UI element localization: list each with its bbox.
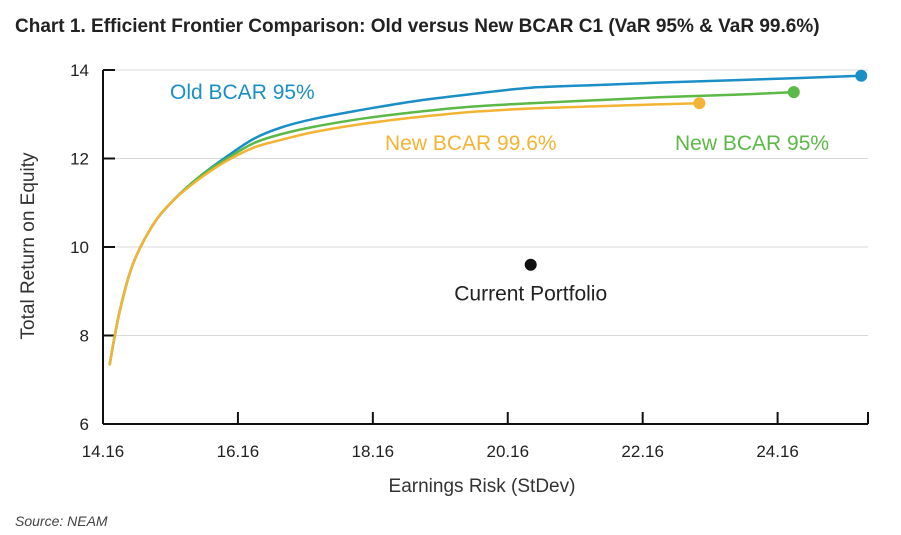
x-tick-label: 24.16 [756,442,799,461]
series-line-new-bcar-99-6 [108,101,701,366]
x-axis-label: Earnings Risk (StDev) [389,476,576,497]
x-tick-label: 22.16 [621,442,664,461]
source-note: Source: NEAM [15,513,108,529]
y-tick-label: 10 [70,238,89,257]
series-label-new-bcar-99-6: New BCAR 99.6% [385,132,557,155]
tick-labels: 6 8 10 12 14 14.16 16.16 18.16 20.16 22.16 24.16 [70,61,799,461]
series-labels: Old BCAR 95% New BCAR 95% New BCAR 99.6% [170,81,829,155]
x-tick-label: 18.16 [352,442,395,461]
series-lines [108,74,863,366]
x-tick-label: 14.16 [82,442,125,461]
series-label-new-bcar-95: New BCAR 95% [675,132,829,155]
series-end-point-new-bcar-95 [787,86,800,99]
x-tick-label: 20.16 [486,442,529,461]
series-end-point-old-bcar-95 [855,69,868,82]
axes [102,69,869,425]
y-tick-label: 6 [80,415,89,434]
y-axis-label: Total Return on Equity [18,152,39,339]
chart-title: Chart 1. Efficient Frontier Comparison: … [15,16,820,37]
x-tick-label: 16.16 [217,442,260,461]
y-tick-label: 14 [70,61,89,80]
series-line-old-bcar-95 [108,74,863,366]
current-portfolio-point [524,258,537,271]
y-tick-label: 8 [80,327,89,346]
series-label-old-bcar-95: Old BCAR 95% [170,81,315,104]
annotations: Current Portfolio [454,258,607,306]
y-tick-label: 12 [70,150,89,169]
series-markers [693,69,868,110]
current-portfolio-label: Current Portfolio [454,283,607,306]
series-end-point-new-bcar-99-6 [693,97,706,110]
